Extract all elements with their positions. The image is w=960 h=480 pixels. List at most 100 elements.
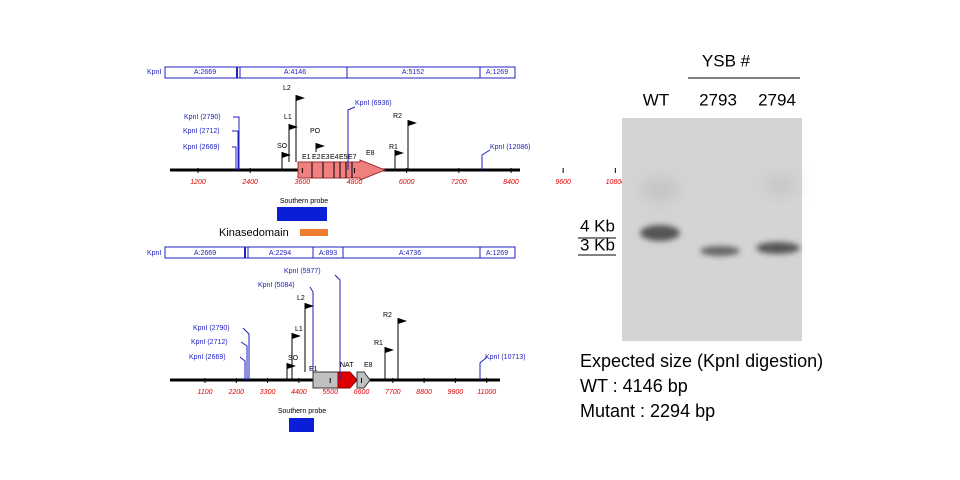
flag: [395, 150, 404, 156]
label: KpnI (6936): [355, 100, 392, 107]
label: SO: [288, 355, 299, 362]
bottom-map: KpnI A:2669 A:2294 A:893 A:4736 A:1269 E…: [147, 246, 525, 432]
label: Expected size (KpnI digestion): [580, 351, 823, 371]
label: KpnI (12086): [490, 144, 530, 151]
shape: [347, 106, 356, 170]
label: A:5152: [402, 69, 424, 76]
kinase-domain: [300, 229, 328, 236]
label: A:2294: [269, 250, 291, 257]
label: 2794: [758, 90, 796, 109]
top-map: KpnI A:2669 A:4146 A:5152 A:1269 E1 E2 E…: [147, 66, 730, 239]
axis-label: 10800: [606, 179, 626, 186]
label: R1: [374, 340, 383, 347]
label: KpnI (2790): [193, 325, 230, 332]
axis-label: 6000: [399, 179, 415, 186]
axis-label: 2200: [228, 389, 245, 396]
exon-block: [356, 371, 371, 389]
label: E4: [330, 154, 339, 161]
probe: [277, 207, 327, 221]
label: 3 Kb: [580, 235, 615, 254]
shape: [334, 274, 341, 380]
axis-label: 8800: [416, 389, 432, 396]
smear: [640, 178, 680, 202]
band: [640, 225, 680, 241]
band: [756, 242, 800, 254]
label: E1: [302, 154, 311, 161]
shape: [232, 130, 239, 170]
axis-label: 8400: [503, 179, 519, 186]
label: KpnI (2669): [183, 144, 220, 151]
shape: [239, 356, 246, 380]
axis-label: 2400: [241, 179, 258, 186]
label: A:1269: [486, 250, 508, 257]
label: L2: [283, 85, 291, 92]
axis-label: 9600: [555, 179, 571, 186]
exon-block: [312, 371, 339, 389]
shape: [242, 327, 250, 380]
axis-label: 7700: [385, 389, 401, 396]
axis-label: 3300: [260, 389, 276, 396]
label: R1: [389, 144, 398, 151]
label: KpnI: [147, 250, 161, 257]
label: KpnI (5084): [258, 282, 295, 289]
flag: [287, 363, 296, 369]
label: A:4146: [284, 69, 306, 76]
shape: [481, 149, 491, 170]
label: E7: [348, 154, 357, 161]
label: R2: [383, 312, 392, 319]
label: KpnI (2790): [184, 114, 221, 121]
axis-label: 9900: [448, 389, 464, 396]
axis-label: 3600: [295, 179, 311, 186]
flag: [398, 318, 407, 324]
label: KpnI (2712): [183, 128, 220, 135]
label: WT: [643, 90, 669, 109]
blot: YSB # WT 2793 2794 4 Kb 3 Kb: [578, 51, 802, 341]
axis-label: 5500: [322, 389, 338, 396]
label: PO: [310, 128, 321, 135]
flag: [282, 152, 291, 158]
axis-label: 11000: [477, 389, 496, 396]
shape: [233, 116, 240, 170]
smear: [762, 175, 798, 195]
label: Southern probe: [280, 198, 328, 205]
label: KpnI: [147, 69, 161, 76]
axis-label: 4400: [291, 389, 307, 396]
flag: [305, 303, 314, 309]
label: KpnI (2712): [191, 339, 228, 346]
label: L1: [284, 114, 292, 121]
label: A:1269: [486, 69, 508, 76]
label: L2: [297, 295, 305, 302]
fragment-bar: [164, 66, 516, 79]
label: 2793: [699, 90, 737, 109]
label: SO: [277, 143, 288, 150]
label: E8: [364, 362, 373, 369]
label: A:4736: [399, 250, 421, 257]
gene: [297, 159, 387, 181]
label: L1: [295, 326, 303, 333]
axis-label: 7200: [451, 179, 467, 186]
label: A:893: [319, 250, 337, 257]
axis-label: 1200: [190, 179, 206, 186]
exon-marks: [311, 162, 353, 178]
label: KpnI (2669): [189, 354, 226, 361]
label: KpnI (10713): [485, 354, 525, 361]
shape: [240, 341, 248, 380]
flag: [289, 124, 298, 130]
label: YSB #: [702, 51, 751, 70]
label: Kinasedomain: [219, 227, 289, 239]
shape: [479, 356, 488, 380]
flag: [385, 347, 394, 353]
label: A:2669: [194, 250, 216, 257]
band: [700, 246, 740, 256]
shape: [309, 286, 314, 372]
kpn-leaders: [239, 274, 488, 380]
axis-label: 4800: [347, 179, 363, 186]
label: E8: [366, 150, 375, 157]
label: E2: [312, 154, 321, 161]
label: WT : 4146 bp: [580, 376, 688, 396]
label: 4 Kb: [580, 216, 615, 235]
label: E5: [339, 154, 348, 161]
flag: [292, 333, 301, 339]
probe: [289, 418, 314, 432]
nat-marker: [337, 371, 358, 389]
